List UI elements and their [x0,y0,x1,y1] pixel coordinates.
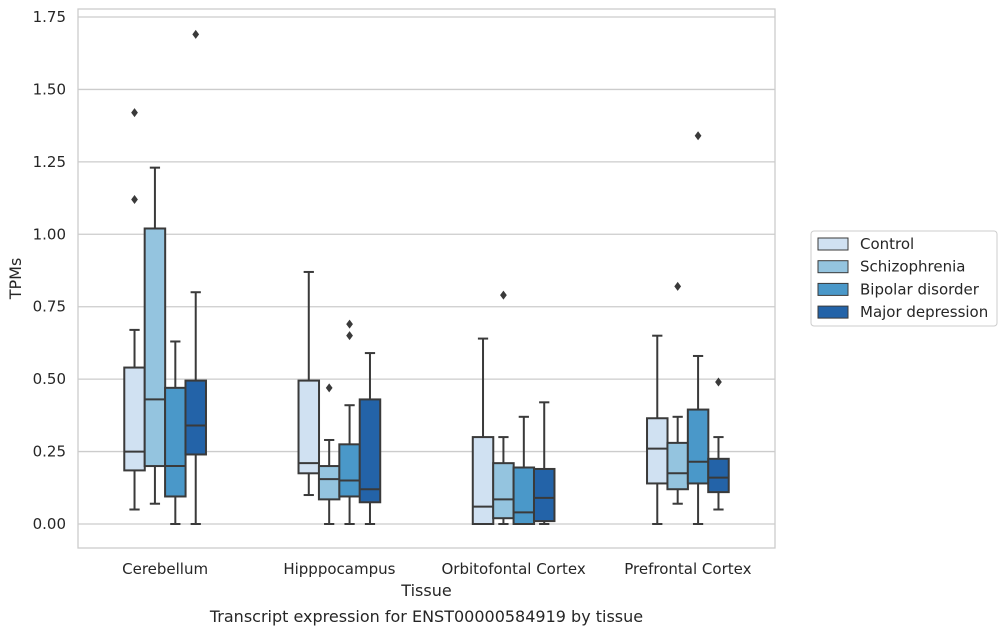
box-iqr [512,466,536,525]
box-iqr [707,457,730,494]
box-orbitofontal-cortex-major-depression [532,401,556,525]
box-hipppocampus-schizophrenia [317,383,341,525]
box-iqr [184,379,207,456]
x-tick-label-hipppocampus: Hipppocampus [283,560,395,578]
box-prefrontal-cortex-bipolar-disorder [686,131,710,525]
x-tick-label-orbitofontal-cortex: Orbitofontal Cortex [442,560,586,578]
outlier-point [346,319,353,329]
y-tick-label: 1.25 [33,153,66,171]
y-axis-label: TPMs [6,258,25,301]
box-iqr [143,227,167,468]
box-iqr [666,441,689,491]
box-iqr [317,465,341,501]
box-iqr [297,379,321,475]
outlier-point [325,383,333,393]
box-cerebellum-schizophrenia [143,166,167,505]
legend-item-schizophrenia: Schizophrenia [817,258,965,276]
x-tick-labels: Cerebellum Hipppocampus Orbitofontal Corte… [122,560,751,578]
box-orbitofontal-cortex-schizophrenia [492,290,515,525]
outlier-point [131,195,138,205]
outlier-point [346,331,353,341]
y-tick-label: 0.75 [33,298,66,316]
y-tick-label: 0.25 [33,443,66,461]
legend-item-major-depression: Major depression [817,303,988,321]
boxes [123,29,730,526]
legend-swatch [817,260,849,274]
box-hipppocampus-major-depression [358,352,382,525]
x-tick-label-prefrontal-cortex: Prefrontal Cortex [624,560,751,578]
box-orbitofontal-cortex-control [471,337,495,526]
box-iqr [358,398,382,504]
legend-swatch [817,237,849,251]
legend-label: Control [860,235,914,253]
box-orbitofontal-cortex-bipolar-disorder [512,415,536,525]
legend-label: Bipolar disorder [860,280,980,298]
box-hipppocampus-control [297,270,321,497]
box-cerebellum-major-depression [184,29,207,525]
x-axis-label: Tissue [400,581,451,600]
y-tick-label: 0.50 [33,370,66,388]
box-iqr [164,386,187,498]
y-tick-labels: 0.00 0.25 0.50 0.75 1.00 1.25 1.50 1.75 [33,8,66,533]
plot-frame [77,8,776,549]
legend-label: Schizophrenia [860,258,965,276]
box-cerebellum-control [123,108,146,511]
y-tick-label: 1.50 [33,80,66,98]
box-prefrontal-cortex-control [646,334,669,525]
box-prefrontal-cortex-schizophrenia [666,281,689,505]
box-cerebellum-bipolar-disorder [164,340,187,525]
box-iqr [492,462,515,520]
outlier-point [674,281,682,291]
outlier-point [715,377,722,387]
outlier-point [694,131,702,141]
x-tick-label-cerebellum: Cerebellum [122,560,208,578]
outlier-point [131,108,138,118]
legend-label: Major depression [860,303,988,321]
legend: Control Schizophrenia Bipolar disorder Majo… [810,230,998,327]
chart-caption: Transcript expression for ENST0000058491… [209,607,643,626]
box-hipppocampus-bipolar-disorder [338,319,361,525]
box-iqr [338,443,361,498]
box-iqr [123,366,146,472]
outlier-point [500,290,507,300]
y-tick-label: 1.00 [33,225,66,243]
legend-item-control: Control [817,235,914,253]
box-iqr [686,408,710,485]
box-iqr [646,417,669,485]
outlier-point [192,29,200,39]
y-tick-label: 0.00 [33,515,66,533]
y-tick-label: 1.75 [33,8,66,26]
box-iqr [532,467,556,523]
legend-swatch [817,305,849,319]
box-prefrontal-cortex-major-depression [707,377,730,511]
legend-frame [810,230,998,327]
legend-swatch [817,282,849,296]
box-iqr [471,436,495,526]
legend-item-bipolar-disorder: Bipolar disorder [817,280,980,298]
